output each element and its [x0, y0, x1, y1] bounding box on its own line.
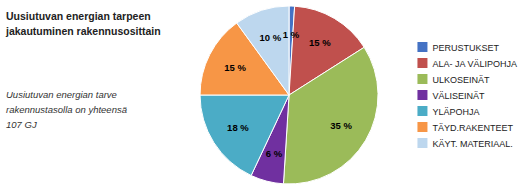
chart: Uusiutuvan energian tarpeen jakautuminen … — [0, 0, 523, 190]
pie-slice — [237, 6, 289, 95]
legend-swatch — [417, 106, 427, 116]
data-label: 18 % — [227, 122, 249, 133]
legend-swatch — [417, 90, 427, 100]
subtitle: 107 GJ — [6, 119, 37, 130]
title: jakautuminen rakennusosittain — [5, 25, 161, 37]
legend-item: ALA- JA VÄLIPOHJA — [417, 58, 517, 69]
legend-swatch — [417, 122, 427, 132]
pie — [200, 6, 378, 184]
legend-item: TÄYD.RAKENTEET — [417, 122, 513, 133]
legend-item: KÄYT. MATERIAAL. — [417, 138, 512, 149]
legend-swatch — [417, 42, 427, 52]
pie-slice — [200, 95, 289, 176]
legend-swatch — [417, 74, 427, 84]
legend-item: YLÄPOHJA — [417, 106, 479, 117]
legend-label: ULKOSEINÄT — [432, 75, 490, 85]
legend-label: PERUSTUKSET — [432, 43, 499, 53]
legend-item: ULKOSEINÄT — [417, 74, 490, 85]
pie-slice — [283, 47, 378, 184]
legend-item: VÄLISEINÄT — [417, 90, 485, 101]
legend-swatch — [417, 138, 427, 148]
data-label: 35 % — [330, 120, 352, 131]
legend: PERUSTUKSET ALA- JA VÄLIPOHJA ULKOSEINÄT VÄ… — [417, 42, 517, 149]
data-label: 1 % — [283, 29, 300, 40]
legend-label: TÄYD.RAKENTEET — [432, 123, 513, 133]
data-label: 10 % — [260, 32, 282, 43]
text-area: Uusiutuvan energian tarpeen jakautuminen … — [5, 10, 161, 130]
title: Uusiutuvan energian tarpeen — [6, 10, 151, 22]
data-labels: 1 % 15 % 35 % 6 % 18 % 15 % 10 % — [224, 29, 352, 159]
legend-swatch — [417, 58, 427, 68]
legend-label: KÄYT. MATERIAAL. — [432, 139, 512, 149]
legend-label: ALA- JA VÄLIPOHJA — [432, 59, 517, 69]
data-label: 6 % — [266, 148, 283, 159]
subtitle: rakennustasolla on yhteensä — [6, 104, 127, 115]
legend-label: VÄLISEINÄT — [432, 91, 485, 101]
subtitle: Uusiutuvan energian tarve — [6, 89, 117, 100]
legend-item: PERUSTUKSET — [417, 42, 499, 53]
legend-label: YLÄPOHJA — [432, 107, 479, 117]
data-label: 15 % — [224, 62, 246, 73]
data-label: 15 % — [309, 37, 331, 48]
